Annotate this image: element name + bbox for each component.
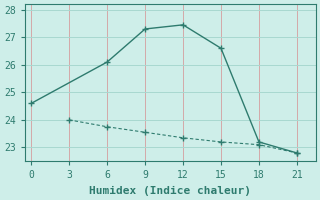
X-axis label: Humidex (Indice chaleur): Humidex (Indice chaleur) (89, 186, 252, 196)
